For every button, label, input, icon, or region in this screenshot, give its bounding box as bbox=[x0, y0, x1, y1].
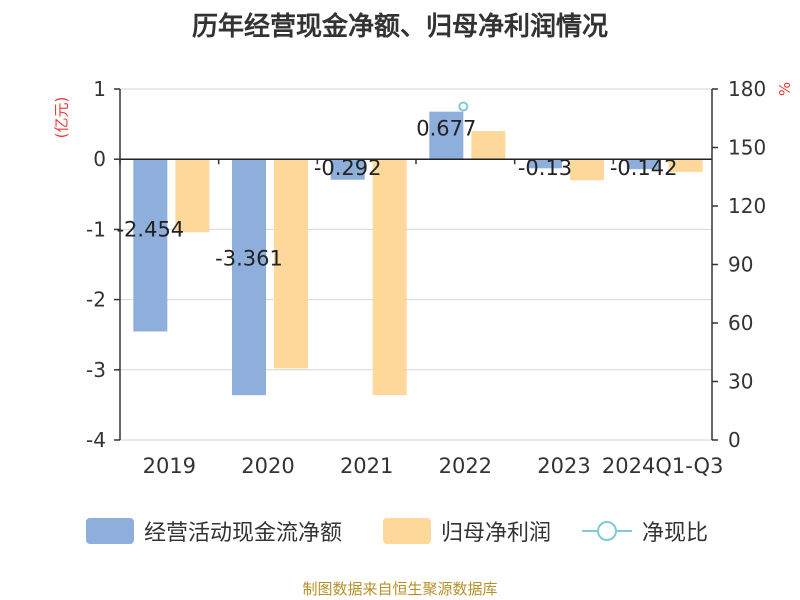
legend: 经营活动现金流净额 归母净利润 净现比 bbox=[0, 515, 800, 555]
bar-net-profit bbox=[570, 159, 604, 181]
legend-label-cash-ratio: 净现比 bbox=[642, 521, 709, 546]
y-right-tick-label: 150 bbox=[728, 136, 766, 160]
data-label-cashflow: 0.677 bbox=[416, 117, 476, 141]
legend-item-cash-ratio[interactable]: 净现比 bbox=[582, 515, 708, 547]
x-tick-label: 2020 bbox=[241, 454, 294, 478]
bar-cashflow bbox=[133, 159, 168, 332]
data-label-cashflow: -0.292 bbox=[314, 156, 382, 180]
data-label-cashflow: -3.361 bbox=[215, 246, 283, 270]
x-tick-label: 2024Q1-Q3 bbox=[602, 454, 724, 478]
legend-swatch-net-profit bbox=[383, 518, 431, 544]
legend-label-net-profit: 归母净利润 bbox=[441, 521, 552, 546]
legend-marker-cash-ratio bbox=[582, 521, 632, 541]
bar-net-profit bbox=[274, 159, 308, 369]
y-left-tick-label: 1 bbox=[93, 77, 106, 101]
bar-cashflow bbox=[232, 159, 266, 396]
legend-item-cashflow[interactable]: 经营活动现金流净额 bbox=[86, 515, 342, 547]
x-tick-label: 2021 bbox=[340, 454, 393, 478]
bar-net-profit bbox=[175, 159, 210, 233]
legend-swatch-cashflow bbox=[86, 518, 134, 544]
y-right-tick-label: 0 bbox=[728, 428, 741, 452]
bar-net-profit bbox=[372, 159, 407, 396]
y-right-tick-label: 30 bbox=[728, 370, 753, 394]
point-cash-ratio bbox=[458, 101, 469, 112]
y-left-tick-label: -3 bbox=[86, 358, 106, 382]
bar-cashflow bbox=[330, 159, 365, 180]
data-label-cashflow: -0.142 bbox=[610, 156, 678, 180]
x-tick-label: 2019 bbox=[143, 454, 196, 478]
bar-cashflow bbox=[429, 111, 464, 160]
y-right-tick-label: 180 bbox=[728, 77, 766, 101]
x-tick-label: 2023 bbox=[537, 454, 590, 478]
y-left-tick-label: -2 bbox=[86, 288, 106, 312]
data-label-cashflow: -0.13 bbox=[518, 156, 572, 180]
y-right-tick-label: 60 bbox=[728, 311, 753, 335]
y-right-tick-label: 90 bbox=[728, 253, 753, 277]
legend-label-cashflow: 经营活动现金流净额 bbox=[144, 521, 343, 546]
data-label-cashflow: -2.454 bbox=[116, 218, 184, 242]
bar-cashflow bbox=[528, 159, 562, 169]
bar-net-profit bbox=[471, 131, 506, 160]
y-left-tick-label: -1 bbox=[86, 217, 106, 241]
chart-title: 历年经营现金净额、归母净利润情况 bbox=[191, 12, 608, 42]
x-tick-label: 2022 bbox=[439, 454, 492, 478]
bar-cashflow bbox=[626, 159, 661, 170]
data-source: 制图数据来自恒生聚源数据库 bbox=[302, 580, 498, 598]
y-left-tick-label: -4 bbox=[86, 428, 106, 452]
y-left-tick-label: 0 bbox=[93, 147, 106, 171]
legend-item-net-profit[interactable]: 归母净利润 bbox=[383, 515, 551, 547]
bar-net-profit bbox=[668, 159, 703, 172]
y-right-tick-label: 120 bbox=[728, 194, 766, 218]
